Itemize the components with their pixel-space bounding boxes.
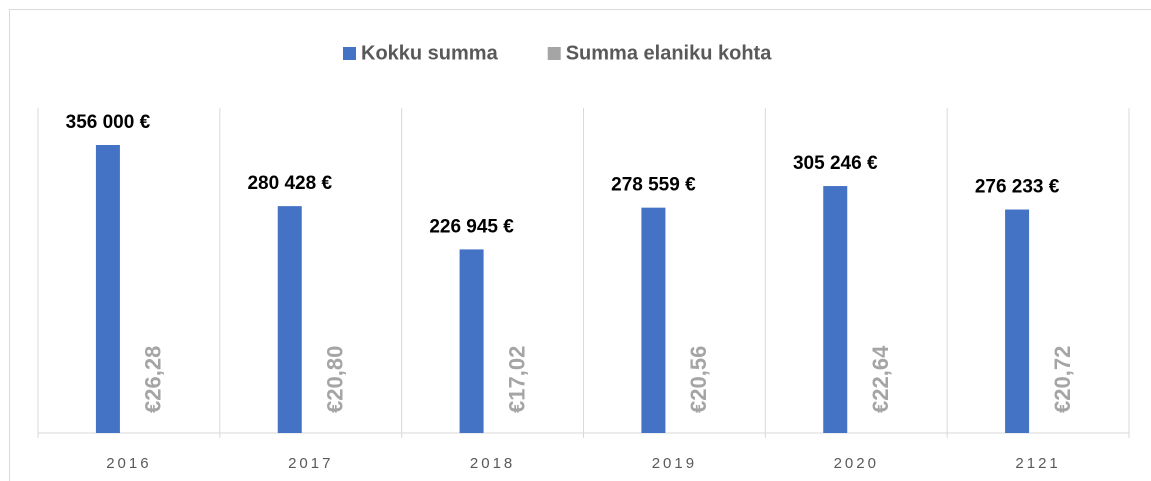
legend-label: Kokku summa <box>361 42 499 64</box>
bar <box>641 207 666 433</box>
bar <box>277 206 302 433</box>
data-label: 305 246 € <box>793 153 878 174</box>
x-tick-label: 2017 <box>288 455 333 472</box>
legend-label: Summa elaniku kohta <box>566 42 772 64</box>
bar <box>823 186 848 433</box>
x-tick-label: 2018 <box>470 455 515 472</box>
data-label: €26,28 <box>141 346 166 413</box>
chart-frame <box>9 9 1151 481</box>
data-label: €20,56 <box>686 346 711 413</box>
x-tick-label: 2121 <box>1015 455 1060 472</box>
bar <box>459 249 484 433</box>
data-label: €22,64 <box>868 345 893 413</box>
data-label: €17,02 <box>504 346 529 413</box>
x-tick-label: 2016 <box>106 455 151 472</box>
data-label: 276 233 € <box>975 177 1060 198</box>
data-label: 280 428 € <box>247 173 332 194</box>
x-tick-label: 2020 <box>834 455 879 472</box>
legend-swatch <box>547 47 561 60</box>
data-label: €20,80 <box>323 346 348 413</box>
data-label: 278 559 € <box>611 175 696 196</box>
bar <box>95 145 120 433</box>
data-label: €20,72 <box>1050 346 1075 413</box>
data-label: 356 000 € <box>66 112 151 133</box>
legend-swatch <box>343 47 356 60</box>
data-label: 226 945 € <box>429 216 514 237</box>
bar <box>1005 209 1030 433</box>
x-tick-label: 2019 <box>652 455 697 472</box>
